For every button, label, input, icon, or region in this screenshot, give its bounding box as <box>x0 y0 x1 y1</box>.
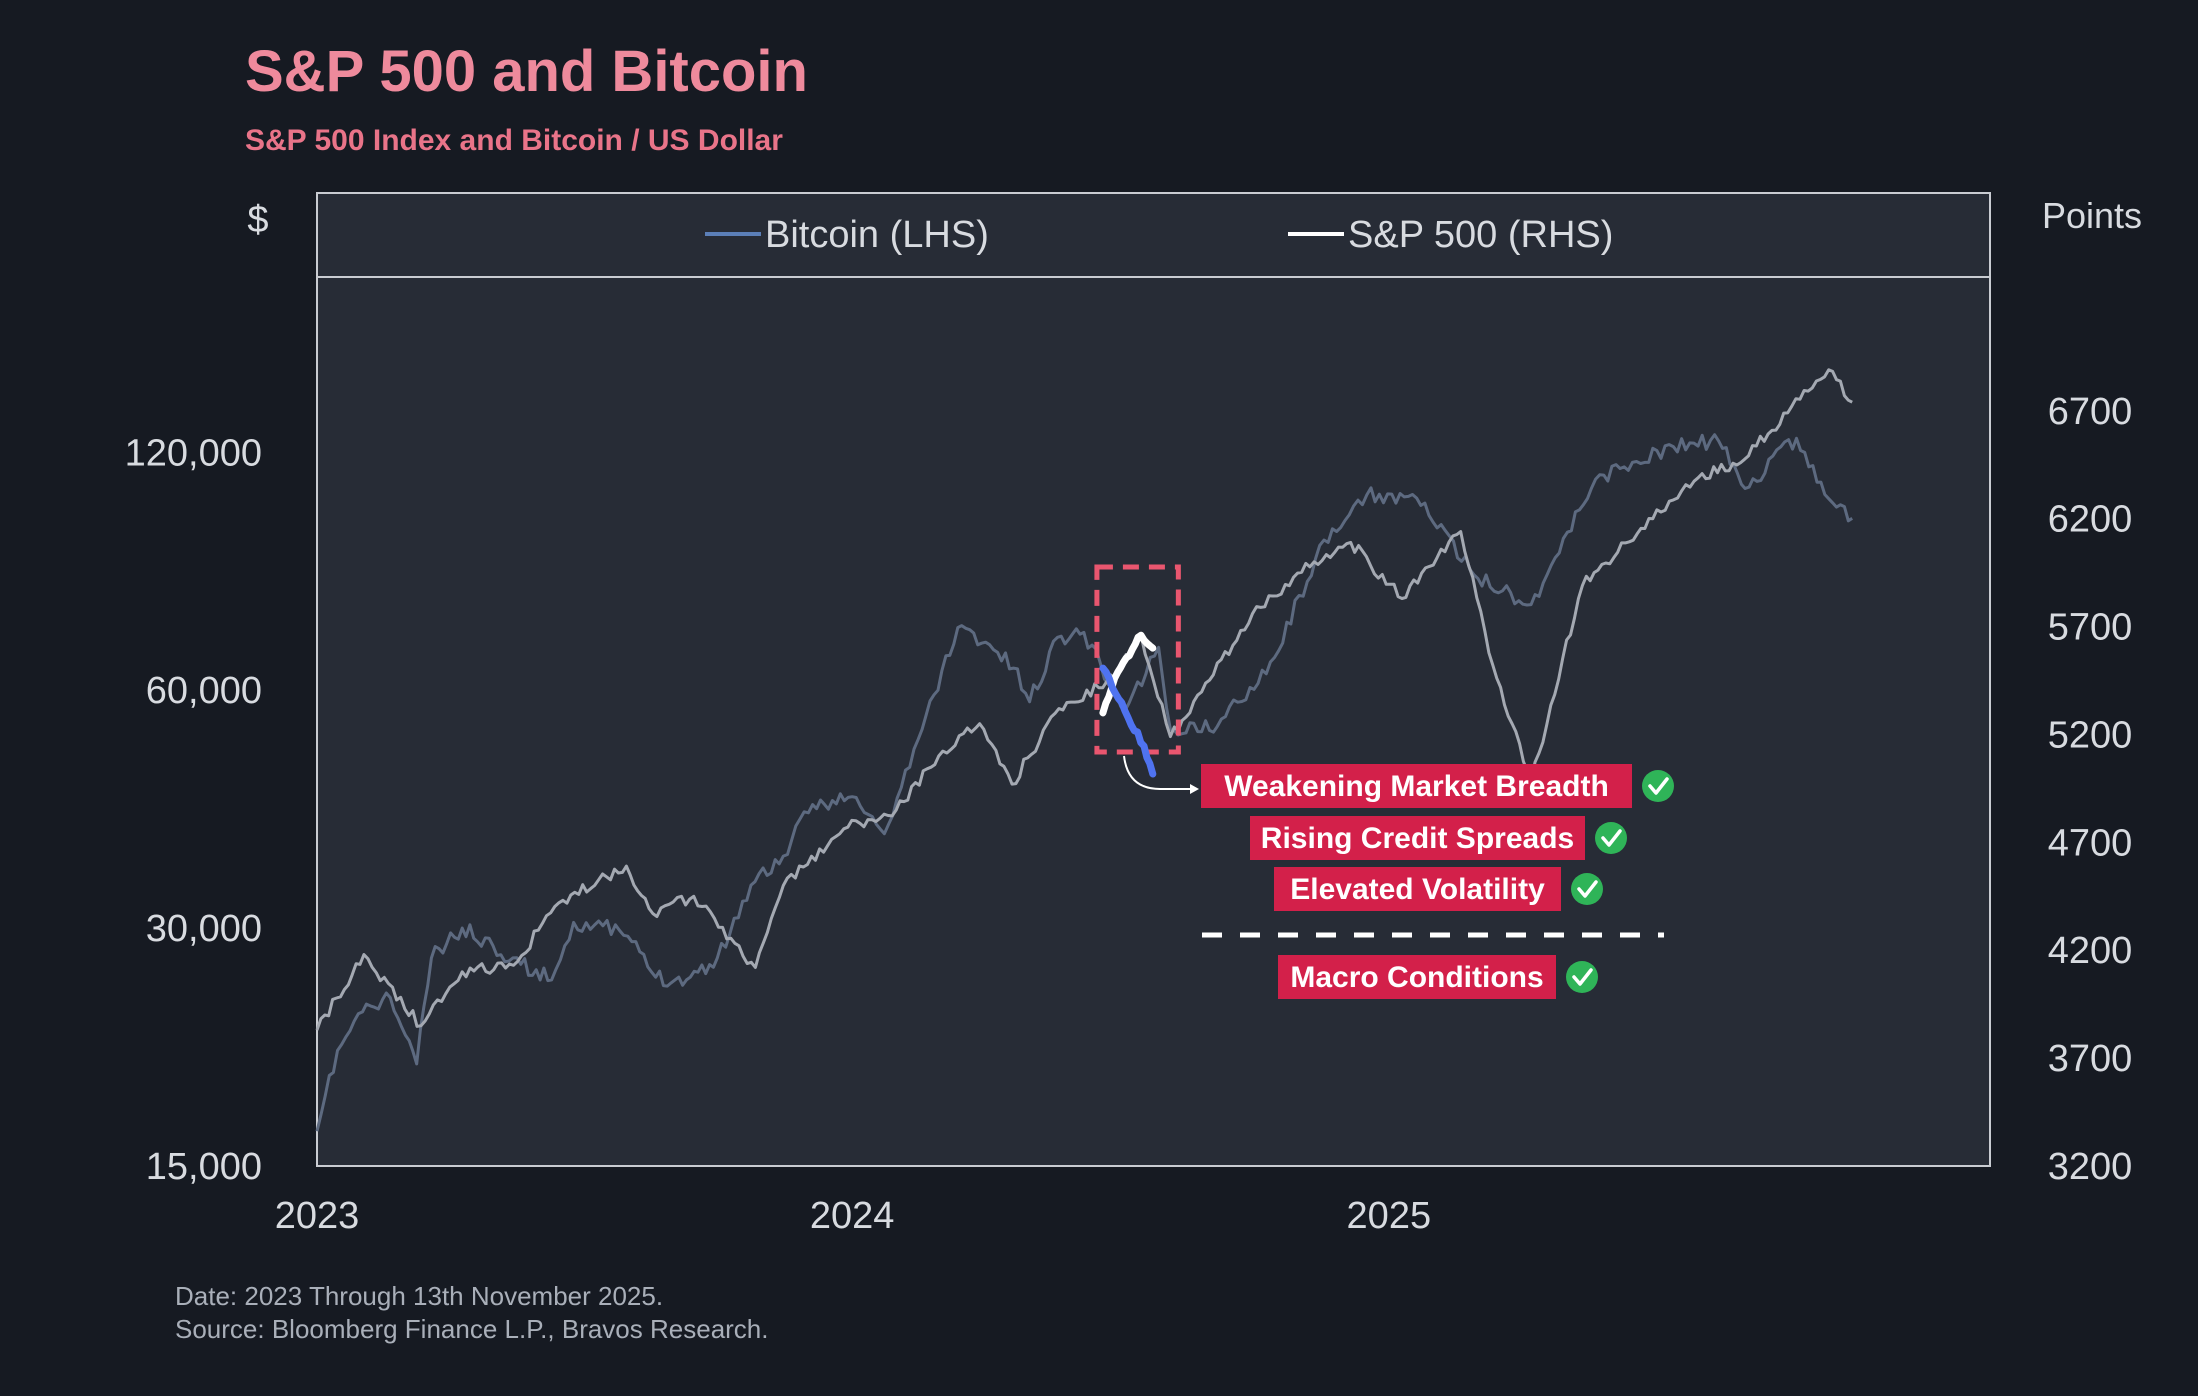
left-axis-label: $ <box>247 199 268 241</box>
bitcoin-series-line <box>315 433 1854 1132</box>
check-icon <box>1566 961 1598 993</box>
check-mark <box>1577 880 1598 898</box>
footnote-date: Date: 2023 Through 13th November 2025. <box>175 1281 664 1311</box>
right-tick-label: 3700 <box>2048 1038 2133 1080</box>
left-tick-label: 30,000 <box>146 908 262 950</box>
annotation-label: Rising Credit Spreads <box>1261 822 1574 855</box>
check-icon <box>1595 822 1627 854</box>
legend-label: Bitcoin (LHS) <box>765 214 989 256</box>
right-axis-label: Points <box>2042 195 2142 236</box>
right-tick-label: 5200 <box>2048 714 2133 756</box>
left-tick-label: 15,000 <box>146 1146 262 1188</box>
annotation-tag <box>1274 867 1561 911</box>
chart-title: S&P 500 and Bitcoin <box>245 39 808 104</box>
right-tick-label: 4200 <box>2048 930 2133 972</box>
annotation-label: Elevated Volatility <box>1290 873 1545 906</box>
footnote-source: Source: Bloomberg Finance L.P., Bravos R… <box>175 1314 769 1344</box>
left-tick-label: 60,000 <box>146 670 262 712</box>
highlight-box <box>1094 564 1181 755</box>
highlight-layer <box>1094 564 1199 794</box>
annotation-tag <box>1250 816 1585 860</box>
right-tick-label: 6700 <box>2048 391 2133 433</box>
legend: Bitcoin (LHS) S&P 500 (RHS) <box>705 214 1613 256</box>
x-axis-ticks: 2023 2024 2025 <box>275 1195 1431 1237</box>
check-icon <box>1642 770 1674 802</box>
callout-arrow <box>1123 755 1196 791</box>
annotation-label: Weakening Market Breadth <box>1224 770 1609 803</box>
chart-subtitle: S&P 500 Index and Bitcoin / US Dollar <box>245 124 783 157</box>
x-tick-label: 2025 <box>1347 1195 1432 1237</box>
right-tick-label: 5700 <box>2048 607 2133 649</box>
right-tick-label: 4700 <box>2048 822 2133 864</box>
check-mark <box>1648 777 1669 795</box>
series-layer <box>315 368 1854 1132</box>
check-mark <box>1601 829 1622 847</box>
annotation-layer: Weakening Market Breadth Rising Credit Sp… <box>1201 764 1674 999</box>
check-icon <box>1571 873 1603 905</box>
left-tick-label: 120,000 <box>125 432 262 474</box>
right-tick-label: 6200 <box>2048 499 2133 541</box>
highlight-series-line <box>1099 664 1157 778</box>
right-tick-label: 3200 <box>2048 1146 2133 1188</box>
x-tick-label: 2024 <box>810 1195 895 1237</box>
right-axis-ticks: 6700 6200 5700 5200 4700 4200 3700 3200 <box>2048 391 2133 1188</box>
annotation-label: Macro Conditions <box>1290 961 1543 994</box>
check-mark <box>1572 968 1593 986</box>
annotation-tag <box>1201 764 1632 808</box>
x-tick-label: 2023 <box>275 1195 360 1237</box>
annotation-tag <box>1278 955 1556 999</box>
sp500-series-line <box>315 368 1853 1031</box>
legend-label: S&P 500 (RHS) <box>1348 214 1613 256</box>
left-axis-ticks: 120,000 60,000 30,000 15,000 <box>125 432 262 1188</box>
callout-arrowhead <box>1190 784 1199 794</box>
